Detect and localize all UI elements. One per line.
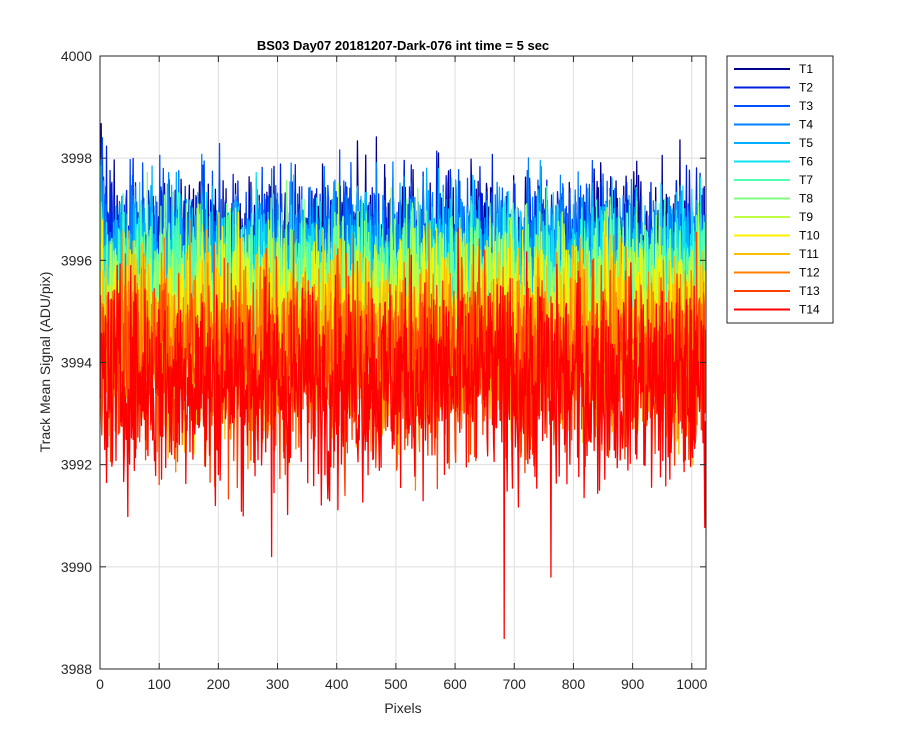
legend-label-t2: T2 — [799, 81, 813, 95]
y-tick-label: 3998 — [61, 150, 92, 166]
y-tick-label: 3990 — [61, 559, 92, 575]
y-axis-label: Track Mean Signal (ADU/pix) — [37, 272, 53, 453]
y-tick-label: 3996 — [61, 252, 92, 268]
legend-label-t10: T10 — [799, 229, 820, 243]
series-line-t14 — [100, 227, 706, 639]
x-tick-label: 1000 — [676, 676, 707, 692]
legend-label-t3: T3 — [799, 99, 813, 113]
legend-box — [726, 55, 834, 324]
y-tick-label: 3992 — [61, 457, 92, 473]
legend-label-t6: T6 — [799, 155, 813, 169]
x-tick-label: 0 — [96, 676, 104, 692]
legend-label-t4: T4 — [799, 118, 813, 132]
y-tick-label: 3988 — [61, 661, 92, 677]
x-tick-label: 600 — [443, 676, 467, 692]
legend-label-t14: T14 — [799, 303, 820, 317]
x-tick-label: 100 — [148, 676, 172, 692]
legend: T1 T2 T3 T4 T5 T6 T7 T8 T9 T10 T11 T12 T13 T14 — [726, 55, 834, 324]
legend-label-t1: T1 — [799, 62, 813, 76]
y-tick-label: 3994 — [61, 355, 92, 371]
legend-label-t12: T12 — [799, 266, 820, 280]
tick-labels: 0 100 200 300 400 500 600 700 800 900 1000 3988 3990… — [61, 48, 708, 692]
x-axis-label: Pixels — [384, 700, 421, 716]
y-tick-label: 4000 — [61, 48, 92, 64]
x-tick-label: 200 — [207, 676, 231, 692]
legend-label-t7: T7 — [799, 173, 813, 187]
series-lines — [100, 122, 706, 639]
legend-label-t9: T9 — [799, 210, 813, 224]
x-tick-label: 400 — [325, 676, 349, 692]
axis-ticks — [99, 55, 706, 670]
legend-label-t13: T13 — [799, 284, 820, 298]
x-tick-label: 500 — [384, 676, 408, 692]
x-tick-label: 800 — [562, 676, 586, 692]
legend-label-t8: T8 — [799, 192, 813, 206]
x-tick-label: 700 — [503, 676, 527, 692]
legend-label-t5: T5 — [799, 136, 813, 150]
chart-title: BS03 Day07 20181207-Dark-076 int time = … — [257, 38, 549, 53]
x-tick-label: 300 — [266, 676, 290, 692]
x-tick-label: 900 — [621, 676, 645, 692]
legend-label-t11: T11 — [799, 247, 819, 261]
